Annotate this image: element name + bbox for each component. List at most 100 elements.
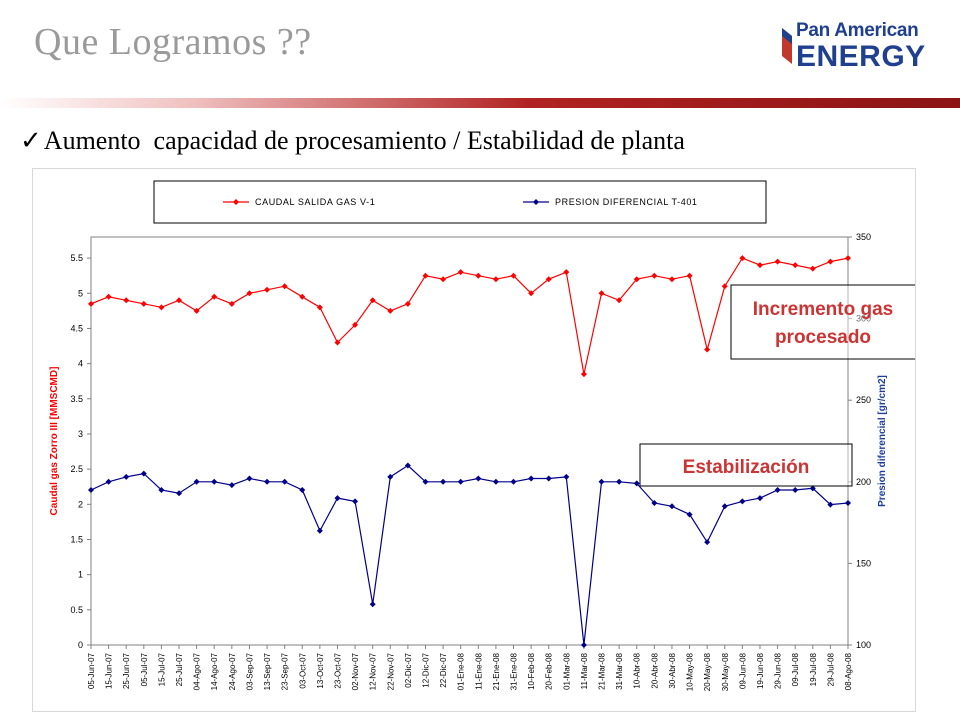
x-tick-label: 10-Abr-08 bbox=[633, 652, 642, 688]
data-point bbox=[88, 486, 94, 493]
data-point bbox=[704, 346, 711, 353]
y-axis-title: Caudal gas Zorro III [MMSCMD] bbox=[49, 367, 60, 516]
x-tick-label: 11-Ene-08 bbox=[474, 652, 483, 689]
data-point bbox=[809, 485, 816, 492]
data-point bbox=[580, 371, 587, 378]
data-point bbox=[369, 297, 376, 304]
data-point bbox=[246, 290, 253, 297]
legend-label: CAUDAL SALIDA GAS V-1 bbox=[255, 197, 375, 207]
data-point bbox=[668, 503, 675, 510]
x-tick-label: 08-Ago-08 bbox=[844, 652, 853, 690]
y-tick-label: 5 bbox=[78, 288, 83, 298]
x-tick-label: 03-Sep-07 bbox=[245, 652, 254, 690]
x-tick-label: 23-Oct-07 bbox=[333, 652, 342, 688]
data-point bbox=[422, 478, 429, 485]
x-tick-label: 13-Sep-07 bbox=[263, 652, 272, 690]
y-tick-label: 1 bbox=[78, 570, 83, 580]
data-point bbox=[404, 300, 411, 307]
data-point bbox=[281, 478, 288, 485]
data-point bbox=[334, 495, 341, 502]
data-point bbox=[299, 293, 306, 300]
data-point bbox=[404, 462, 411, 469]
data-point bbox=[281, 283, 288, 290]
y2-tick-label: 200 bbox=[856, 477, 871, 487]
x-tick-label: 05-Jun-07 bbox=[87, 652, 96, 689]
data-point bbox=[352, 321, 359, 328]
x-tick-label: 02-Nov-07 bbox=[351, 652, 360, 690]
x-tick-label: 21-Mar-08 bbox=[598, 652, 607, 689]
data-point bbox=[440, 478, 447, 485]
data-point bbox=[123, 473, 130, 480]
data-point bbox=[792, 262, 799, 269]
x-tick-label: 15-Jul-07 bbox=[157, 652, 166, 686]
data-point bbox=[369, 601, 376, 608]
y2-tick-label: 250 bbox=[856, 395, 871, 405]
data-point bbox=[545, 475, 552, 482]
x-tick-label: 22-Dic-07 bbox=[439, 652, 448, 687]
x-tick-label: 20-May-08 bbox=[703, 652, 712, 691]
check-icon: ✓ bbox=[20, 126, 42, 155]
data-point bbox=[633, 276, 640, 283]
x-tick-label: 12-Nov-07 bbox=[369, 652, 378, 690]
x-tick-label: 02-Dic-07 bbox=[404, 652, 413, 687]
x-tick-label: 19-Jun-08 bbox=[756, 652, 765, 689]
series-line-1 bbox=[90, 257, 849, 375]
chart-svg: 0 0.5 1 1.5 2 2.5 3 3.5 4 4.5 5 5.5 100 150 200 250 300 3… bbox=[49, 180, 918, 691]
data-point bbox=[352, 498, 359, 505]
chart-panel: 0 0.5 1 1.5 2 2.5 3 3.5 4 4.5 5 5.5 100 150 200 250 300 3… bbox=[32, 168, 918, 712]
logo-line1: Pan American bbox=[796, 20, 919, 41]
data-point bbox=[528, 475, 535, 482]
data-point bbox=[845, 500, 851, 507]
data-point bbox=[316, 304, 323, 311]
data-point bbox=[686, 511, 693, 518]
slide-title: Que Logramos ?? bbox=[34, 21, 312, 63]
data-point bbox=[580, 642, 587, 648]
x-tick-label: 20-Feb-08 bbox=[545, 652, 554, 689]
data-point bbox=[686, 272, 693, 279]
data-point bbox=[475, 272, 482, 279]
data-point bbox=[228, 300, 235, 307]
data-point bbox=[827, 501, 834, 508]
data-point bbox=[228, 482, 235, 489]
x-tick-label: 20-Abr-08 bbox=[650, 652, 659, 688]
x-tick-label: 24-Ago-07 bbox=[228, 652, 237, 690]
data-point bbox=[246, 475, 253, 482]
data-point bbox=[140, 470, 147, 477]
data-point bbox=[475, 475, 482, 482]
legend-marker bbox=[233, 199, 239, 205]
data-point bbox=[598, 478, 605, 485]
data-point bbox=[316, 527, 323, 534]
data-point bbox=[721, 283, 728, 290]
annotation-increment-text: Incremento gas bbox=[753, 299, 893, 320]
data-point bbox=[176, 490, 183, 497]
x-tick-label: 01-Mar-08 bbox=[562, 652, 571, 689]
data-point bbox=[140, 300, 147, 307]
annotation-increment-box bbox=[730, 284, 918, 360]
data-point bbox=[492, 276, 499, 283]
y2-tick-label: 300 bbox=[856, 314, 871, 324]
data-point bbox=[158, 486, 165, 493]
x-tick-label: 03-Oct-07 bbox=[298, 652, 307, 688]
data-point bbox=[387, 307, 394, 314]
data-point bbox=[774, 258, 781, 265]
data-point bbox=[545, 276, 552, 283]
data-point bbox=[651, 500, 658, 507]
data-point bbox=[528, 290, 535, 297]
x-tick-label: 12-Dic-07 bbox=[421, 652, 430, 687]
x-tick-label: 25-Jul-07 bbox=[175, 652, 184, 686]
data-point bbox=[563, 269, 570, 276]
data-point bbox=[756, 495, 763, 502]
data-point bbox=[440, 276, 447, 283]
y-tick-label: 4.5 bbox=[70, 323, 83, 333]
x-tick-label: 11-Mar-08 bbox=[580, 652, 589, 689]
y2-axis-title: Presion diferencial [gr/cm2] bbox=[877, 375, 888, 507]
x-tick-label: 25-Jun-07 bbox=[122, 652, 131, 689]
company-logo: Pan American ENERGY bbox=[780, 16, 930, 80]
data-point bbox=[422, 272, 429, 279]
data-point bbox=[616, 297, 623, 304]
data-point bbox=[845, 255, 851, 262]
y2-tick-label: 100 bbox=[856, 640, 871, 650]
logo-line2: ENERGY bbox=[796, 40, 926, 73]
data-point bbox=[651, 272, 658, 279]
annotation-stability-text: Estabilización bbox=[683, 457, 810, 478]
